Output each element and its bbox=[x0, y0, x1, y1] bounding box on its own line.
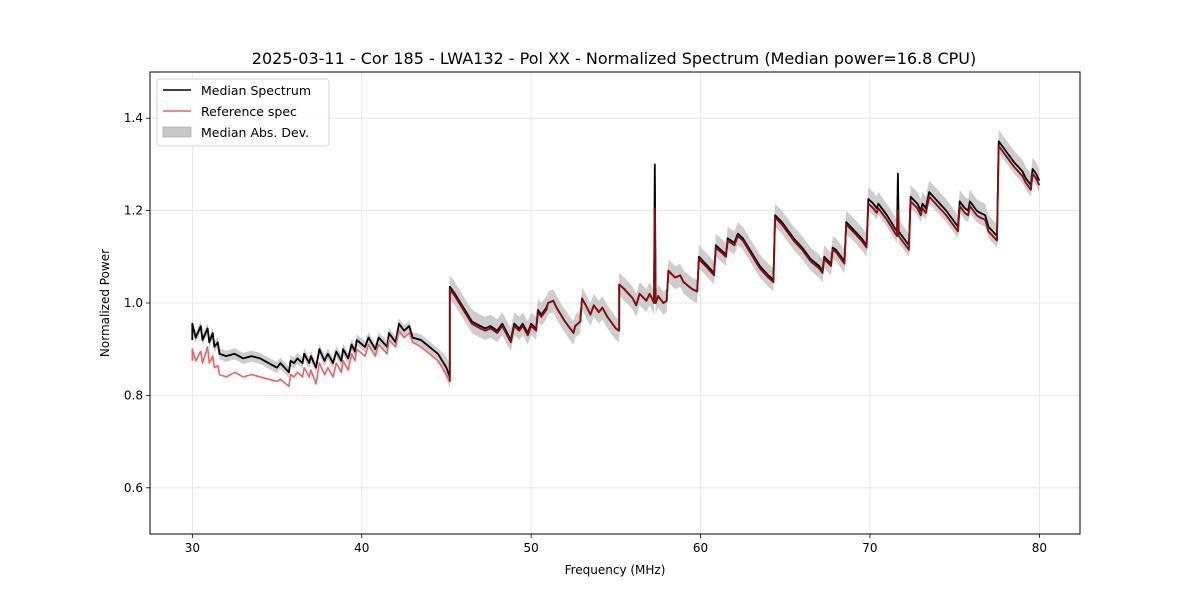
x-axis-label: Frequency (MHz) bbox=[565, 563, 666, 577]
legend-label-median: Median Spectrum bbox=[201, 83, 311, 98]
mad-band bbox=[192, 129, 1040, 389]
chart-title: 2025-03-11 - Cor 185 - LWA132 - Pol XX -… bbox=[252, 49, 976, 68]
y-axis-label: Normalized Power bbox=[98, 249, 112, 357]
legend-swatch-mad bbox=[162, 126, 192, 138]
x-tick-label: 80 bbox=[1032, 541, 1047, 555]
x-tick-label: 50 bbox=[524, 541, 539, 555]
legend: Median Spectrum Reference spec Median Ab… bbox=[156, 78, 330, 147]
legend-label-reference: Reference spec bbox=[201, 104, 297, 119]
reference-overlap-line bbox=[448, 145, 1041, 382]
y-tick-label: 1.0 bbox=[124, 296, 143, 310]
plot-area bbox=[191, 129, 1041, 389]
y-tick-label: 1.4 bbox=[124, 111, 143, 125]
y-tick-label: 1.2 bbox=[124, 204, 143, 218]
x-axis: 30 40 50 60 70 80 bbox=[185, 534, 1047, 555]
y-axis: 0.6 0.8 1.0 1.2 1.4 bbox=[124, 111, 150, 495]
y-tick-label: 0.8 bbox=[124, 388, 143, 402]
x-tick-label: 70 bbox=[862, 541, 877, 555]
x-tick-label: 30 bbox=[185, 541, 200, 555]
x-tick-label: 60 bbox=[693, 541, 708, 555]
y-tick-label: 0.6 bbox=[124, 481, 143, 495]
legend-box bbox=[156, 78, 330, 147]
legend-label-mad: Median Abs. Dev. bbox=[201, 125, 309, 140]
x-tick-label: 40 bbox=[354, 541, 369, 555]
